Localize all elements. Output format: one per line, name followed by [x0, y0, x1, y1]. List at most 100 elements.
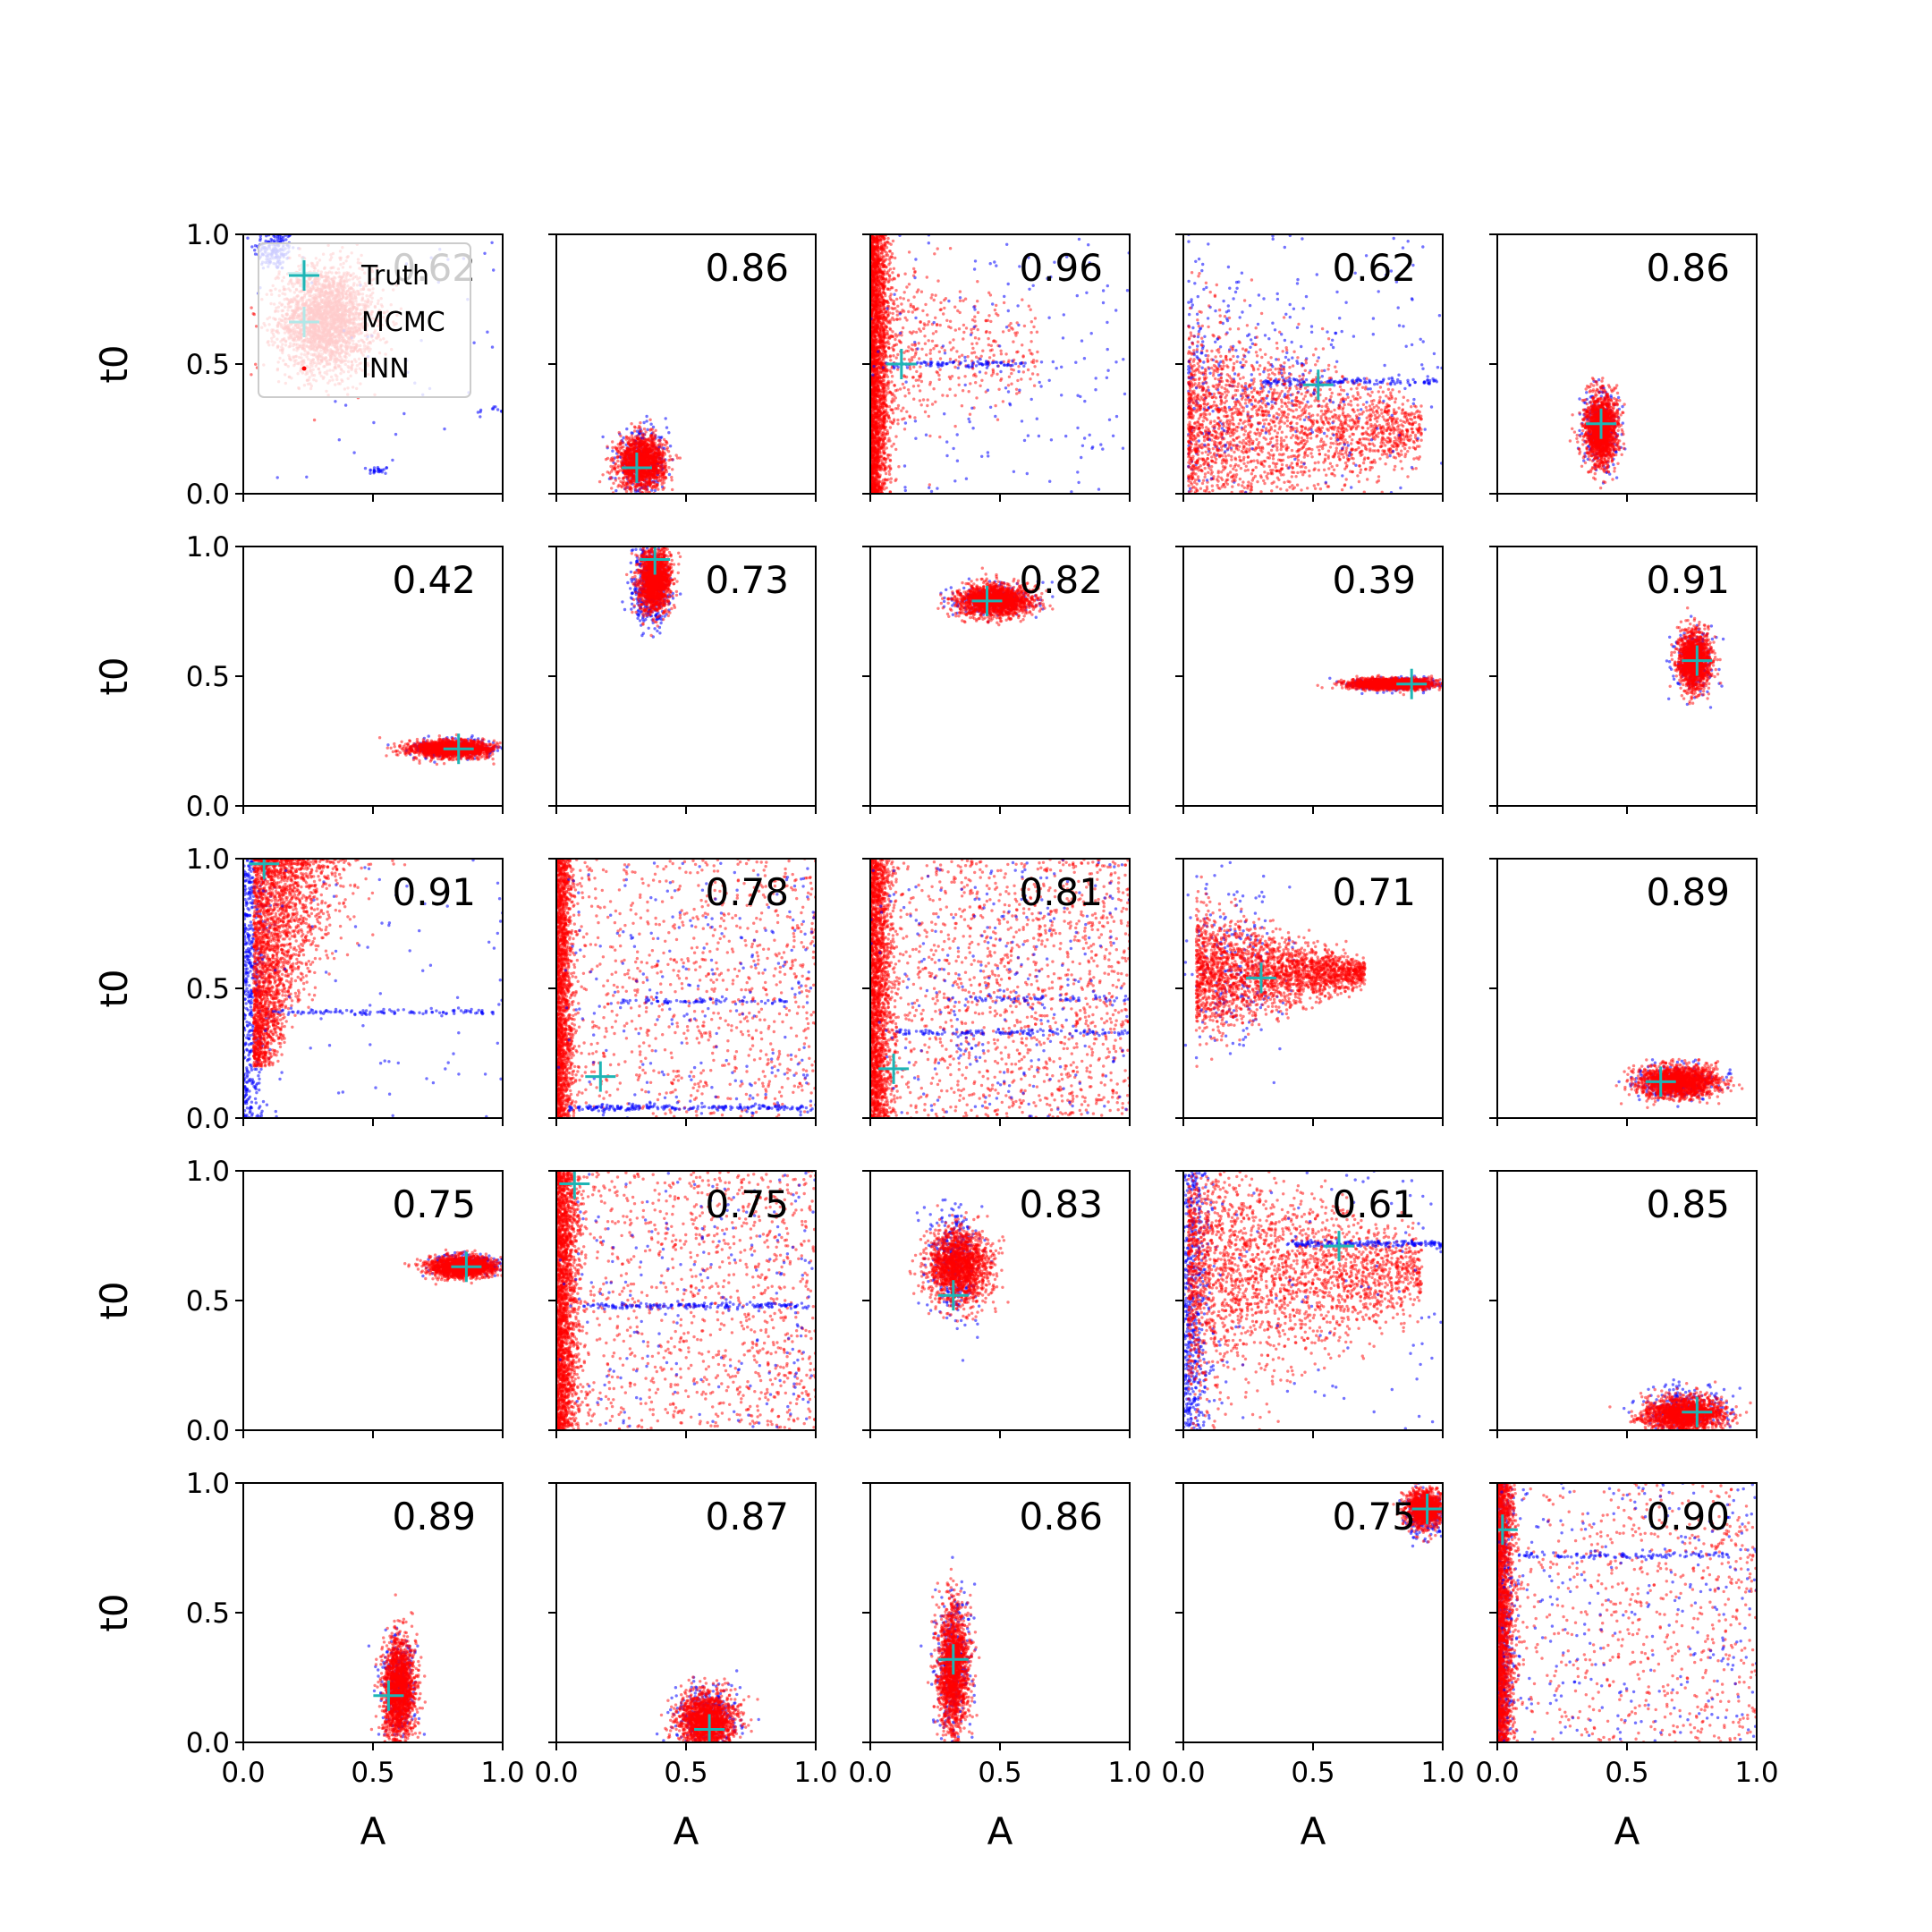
inn-point [670, 479, 673, 481]
mcmc-point [265, 240, 267, 242]
inn-point [643, 487, 646, 489]
mcmc-point [254, 252, 257, 255]
inn-point [636, 436, 639, 439]
inn-point [598, 480, 601, 483]
mcmc-point [479, 409, 482, 411]
inn-point [657, 444, 659, 446]
inn-point [601, 473, 604, 476]
panel-2: 0.86 [548, 234, 816, 502]
inn-point [648, 481, 650, 484]
inn-point [643, 455, 646, 458]
inn-point [643, 428, 646, 430]
inn-point [609, 465, 612, 468]
inn-point [663, 471, 665, 474]
mcmc-point [625, 428, 628, 430]
mcmc-point [483, 252, 486, 255]
panel-score: 0.86 [705, 246, 789, 290]
inn-point [255, 325, 258, 327]
inn-point [625, 451, 628, 453]
inn-point [652, 431, 655, 434]
inn-point [621, 453, 623, 455]
mcmc-point [377, 468, 380, 470]
mcmc-point [492, 268, 495, 271]
mcmc-point [665, 426, 668, 428]
mcmc-point [373, 470, 376, 473]
mcmc-point [660, 436, 663, 438]
inn-point [646, 455, 648, 458]
inn-point [610, 487, 613, 489]
mcmc-point [657, 436, 660, 438]
inn-point [630, 422, 632, 425]
inn-point [628, 485, 631, 487]
inn-point [606, 457, 609, 460]
inn-point [253, 313, 256, 316]
inn-point [648, 459, 650, 462]
inn-point [655, 468, 657, 470]
inn-point [641, 442, 644, 445]
mcmc-point [386, 466, 388, 469]
inn-point [648, 419, 651, 421]
inn-point [631, 472, 633, 475]
inn-point [610, 457, 613, 460]
inn-point [631, 434, 633, 436]
inn-point [654, 486, 657, 488]
mcmc-point [490, 242, 493, 244]
inn-point [630, 439, 632, 442]
mcmc-point [402, 412, 405, 415]
inn-point [613, 467, 615, 470]
inn-point [658, 457, 661, 460]
inn-point [653, 456, 656, 459]
inn-point [635, 442, 638, 445]
inn-point [639, 421, 641, 424]
mcmc-point [276, 476, 279, 479]
y-tick-label: 1.0 [186, 219, 230, 251]
inn-point [611, 440, 614, 443]
inn-point [663, 438, 665, 441]
inn-point [648, 445, 651, 447]
inn-point [618, 477, 621, 479]
inn-point [639, 438, 641, 441]
mcmc-point [645, 419, 648, 422]
inn-point [640, 484, 643, 487]
inn-point [606, 445, 608, 448]
inn-point [639, 489, 641, 492]
inn-point [649, 436, 652, 438]
mcmc-point [472, 342, 475, 344]
inn-point [654, 429, 657, 432]
inn-point [633, 429, 636, 432]
mcmc-point [642, 421, 645, 424]
mcmc-point [258, 239, 261, 242]
mcmc-point [496, 408, 499, 411]
inn-point [625, 490, 628, 493]
inn-point [659, 469, 662, 471]
inn-point [638, 441, 640, 444]
inn-point [643, 433, 646, 436]
inn-point [631, 457, 634, 460]
inn-point [662, 448, 665, 451]
inn-point [659, 479, 662, 481]
inn-point [644, 470, 647, 472]
inn-point [653, 471, 656, 474]
mcmc-point [276, 237, 279, 240]
inn-point [632, 448, 635, 451]
mcmc-point [282, 239, 284, 242]
mcmc-point [669, 445, 672, 447]
inn-point [657, 450, 659, 453]
inn-point [619, 442, 622, 445]
inn-point [623, 457, 626, 460]
inn-point [623, 477, 625, 479]
inn-point [622, 442, 624, 445]
inn-point [627, 442, 630, 445]
inn-point [657, 464, 659, 467]
mcmc-point [649, 423, 652, 426]
inn-point [625, 463, 628, 466]
inn-point [669, 454, 672, 457]
inn-point [640, 429, 642, 432]
inn-point [623, 469, 625, 471]
y-axis-label: t0 [92, 344, 136, 383]
mcmc-point [611, 450, 614, 453]
mcmc-point [654, 489, 657, 492]
inn-point [617, 454, 620, 457]
inn-point [612, 482, 614, 485]
inn-point [614, 462, 617, 465]
